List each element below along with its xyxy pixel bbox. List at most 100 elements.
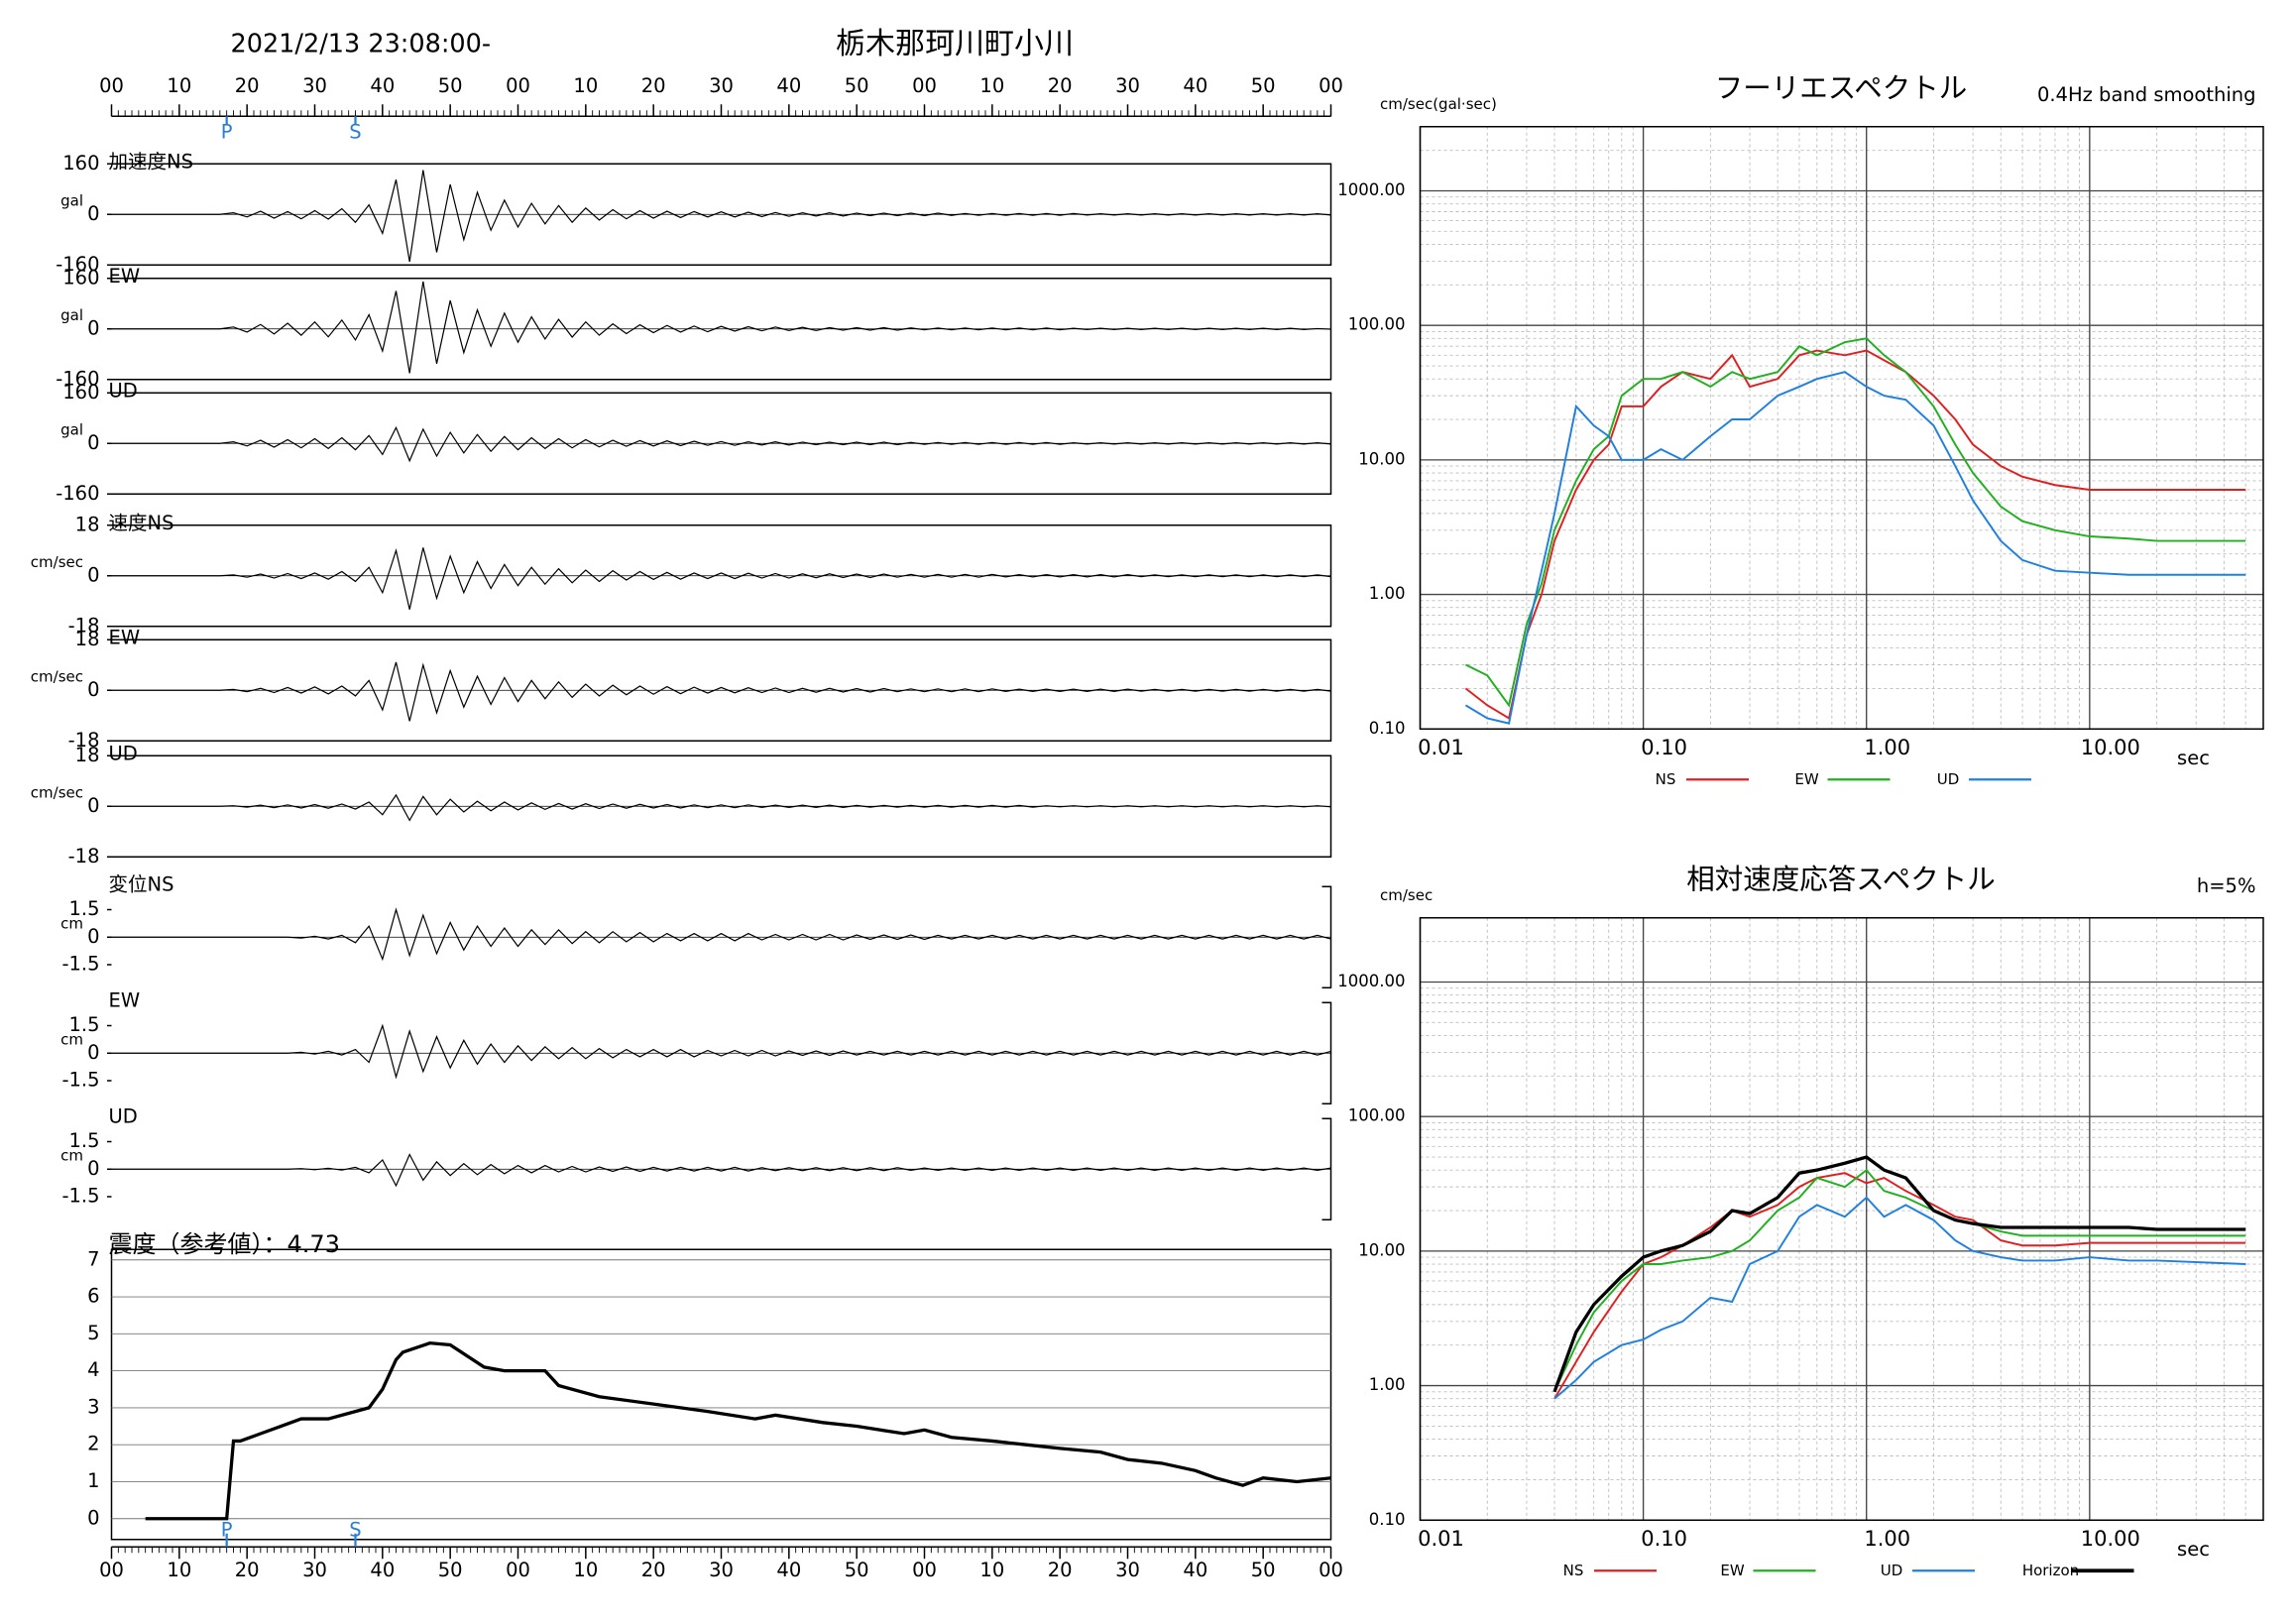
y-tick-label: 1.5: [68, 897, 99, 920]
y-axis-label: cm/sec: [1380, 886, 1433, 904]
legend-label: EW: [1720, 1562, 1744, 1579]
y-tick-label: 0.10: [1369, 1510, 1406, 1529]
waveform: [111, 425, 1331, 463]
spectrum-line: [1464, 349, 2246, 721]
phase-label: P: [221, 1518, 233, 1541]
phase-label: P: [221, 120, 233, 143]
time-tick-label: 30: [302, 74, 327, 97]
time-tick-label: 00: [1319, 1559, 1343, 1581]
y-tick-label: 5: [87, 1322, 99, 1344]
y-tick-label: 1.00: [1369, 1375, 1406, 1394]
panel-title: 変位NS: [109, 872, 174, 895]
legend-label: NS: [1563, 1562, 1584, 1579]
x-tick-label: 1.00: [1864, 736, 1910, 759]
x-tick-label: 0.01: [1418, 1527, 1464, 1551]
y-tick-label: 0: [87, 563, 99, 586]
time-tick-label: 20: [641, 74, 666, 97]
chart-title: 相対速度応答スペクトル: [1686, 863, 1996, 895]
waveform: [111, 661, 1331, 722]
time-tick-label: 20: [235, 1559, 260, 1581]
x-tick-label: 0.01: [1418, 736, 1464, 759]
y-tick-label: 7: [87, 1247, 99, 1270]
y-tick-label: 0: [87, 794, 99, 817]
time-tick-label: 00: [99, 1559, 124, 1581]
y-tick-label: 1.5: [68, 1129, 99, 1152]
x-tick-label: 0.10: [1641, 1527, 1687, 1551]
panel-unit: gal: [60, 191, 83, 209]
time-tick-label: 10: [979, 1559, 1004, 1581]
y-tick-label: 2: [87, 1433, 99, 1455]
panel-title: EW: [109, 626, 141, 648]
chart-subtitle: h=5%: [2197, 874, 2256, 897]
intensity-title: 震度（参考値）：4.73: [109, 1230, 340, 1258]
y-axis-label: cm/sec(gal·sec): [1380, 95, 1497, 113]
x-tick-label: 10.00: [2081, 1527, 2140, 1551]
x-tick-label: 10.00: [2081, 736, 2140, 759]
y-tick-label: 0: [87, 202, 99, 225]
waveform: [111, 281, 1331, 374]
time-tick-label: 40: [776, 1559, 801, 1581]
time-tick-label: 10: [979, 74, 1004, 97]
waveform: [111, 907, 1331, 962]
panel-unit: cm: [60, 914, 83, 932]
y-tick-label: 0: [87, 1506, 99, 1529]
time-tick-label: 30: [709, 74, 734, 97]
time-tick-label: 50: [438, 74, 463, 97]
time-tick-label: 50: [438, 1559, 463, 1581]
time-tick-label: 10: [167, 74, 191, 97]
time-tick-label: 40: [776, 74, 801, 97]
time-tick-label: 50: [1251, 1559, 1276, 1581]
time-tick-label: 20: [641, 1559, 666, 1581]
panel-unit: cm/sec: [31, 667, 83, 685]
y-tick-label: -1.5: [61, 1069, 99, 1092]
spectrum-line: [1552, 1155, 2246, 1393]
panel-unit: cm: [60, 1146, 83, 1164]
time-tick-label: 20: [235, 74, 260, 97]
datetime: 2021/2/13 23:08:00-: [231, 29, 492, 58]
spectrum-line: [1553, 1168, 2246, 1393]
time-tick-label: 20: [1048, 74, 1073, 97]
time-tick-label: 40: [370, 1559, 395, 1581]
time-tick-label: 30: [1115, 74, 1140, 97]
y-tick-label: 1000.00: [1337, 180, 1405, 199]
y-tick-label: 1000.00: [1337, 972, 1405, 990]
y-tick-label: 3: [87, 1395, 99, 1418]
time-tick-label: 20: [1048, 1559, 1073, 1581]
y-tick-label: 18: [75, 628, 100, 650]
time-tick-label: 00: [99, 74, 124, 97]
time-tick-label: 00: [506, 74, 530, 97]
spectrum-line: [1465, 337, 2246, 708]
panel-unit: cm/sec: [31, 553, 83, 571]
y-tick-label: 0: [87, 431, 99, 454]
waveform: [111, 1023, 1331, 1080]
time-tick-label: 10: [573, 74, 598, 97]
time-tick-label: 00: [1319, 74, 1343, 97]
panel-title: EW: [109, 265, 141, 288]
y-tick-label: 10.00: [1358, 1240, 1405, 1259]
y-tick-label: 0.10: [1369, 719, 1406, 738]
time-tick-label: 40: [1183, 1559, 1207, 1581]
y-tick-label: 1: [87, 1469, 99, 1492]
y-tick-label: -1.5: [61, 953, 99, 976]
y-tick-label: -160: [56, 482, 99, 505]
legend-label: UD: [1881, 1562, 1903, 1579]
spectrum-line: [1553, 1196, 2246, 1400]
time-tick-label: 00: [912, 74, 937, 97]
chart-subtitle: 0.4Hz band smoothing: [2037, 83, 2256, 106]
phase-label: S: [349, 120, 361, 143]
x-tick-label: 1.00: [1864, 1527, 1910, 1551]
panel-unit: gal: [60, 306, 83, 324]
y-tick-label: -160: [56, 253, 99, 276]
y-tick-label: 18: [75, 513, 100, 535]
y-tick-label: -160: [56, 367, 99, 390]
waveform: [111, 1153, 1331, 1188]
y-tick-label: 0: [87, 1041, 99, 1064]
time-tick-label: 10: [167, 1559, 191, 1581]
panel-title: 速度NS: [109, 512, 174, 534]
time-tick-label: 40: [370, 74, 395, 97]
panel-title: UD: [109, 1104, 138, 1127]
y-tick-label: 0: [87, 316, 99, 339]
waveform: [111, 170, 1331, 263]
